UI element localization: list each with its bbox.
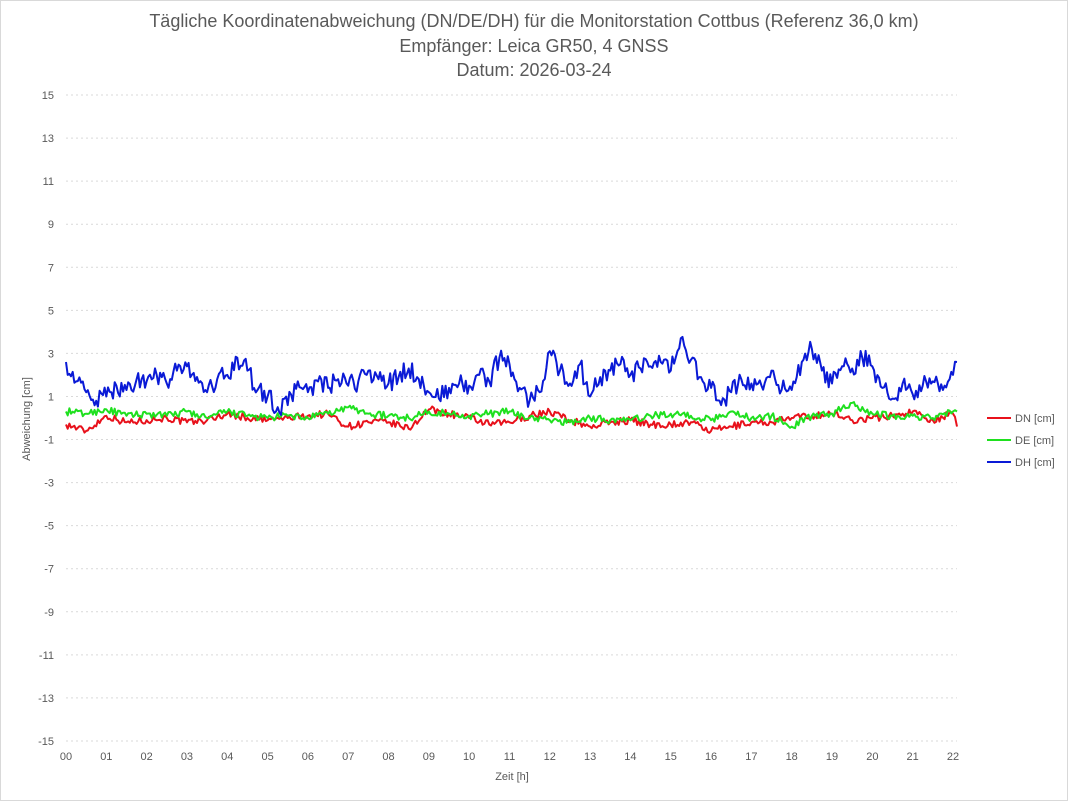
y-tick-layer: 15 13 11 9 7 5 3 1 -1 -3 -5 -7 -9 -11 -13 -15 [38,90,54,748]
x-tick-label: 20 [866,751,878,763]
y-tick-label: 9 [48,219,54,231]
y-tick-label: -11 [39,650,54,662]
y-tick-label: -5 [44,521,54,533]
x-axis-label: Zeit [h] [495,771,529,783]
series-layer [65,335,958,434]
series-line-dn [65,405,958,434]
x-tick-label: 04 [221,751,233,763]
x-tick-label: 21 [907,751,919,763]
y-tick-label: 13 [42,133,54,145]
legend-item-dn[interactable]: DN [cm] [987,413,1055,425]
y-tick-label: -9 [44,607,54,619]
y-tick-label: -3 [44,478,54,490]
y-tick-label: 5 [48,305,54,317]
x-tick-label: 16 [705,751,717,763]
series-line-de [65,401,958,430]
x-tick-layer: 00 01 02 03 04 05 06 07 08 09 10 11 12 13 14 15 16 17 18 19… [60,751,959,763]
x-tick-label: 19 [826,751,838,763]
chart-title-line-3: Datum: 2026-03-24 [456,60,612,80]
legend-label: DE [cm] [1015,435,1054,447]
legend[interactable]: DN [cm] DE [cm] DH [cm] [987,413,1055,469]
y-tick-label: 3 [48,348,54,360]
x-tick-label: 18 [786,751,798,763]
x-tick-label: 00 [60,751,72,763]
x-tick-label: 22 [947,751,959,763]
x-tick-label: 15 [665,751,677,763]
y-tick-label: -7 [44,564,54,576]
x-tick-label: 10 [463,751,475,763]
legend-label: DH [cm] [1015,457,1055,469]
series-line-dh [65,335,958,416]
y-tick-label: -15 [38,736,54,748]
y-tick-label: 15 [42,90,54,102]
x-tick-label: 05 [261,751,273,763]
x-tick-label: 06 [302,751,314,763]
x-tick-label: 14 [624,751,636,763]
legend-item-dh[interactable]: DH [cm] [987,457,1055,469]
x-tick-label: 02 [141,751,153,763]
legend-label: DN [cm] [1015,413,1055,425]
y-tick-label: -1 [44,435,54,447]
legend-item-de[interactable]: DE [cm] [987,435,1054,447]
chart-title-line-1: Tägliche Koordinatenabweichung (DN/DE/DH… [149,11,919,31]
x-tick-label: 11 [504,751,515,763]
x-tick-label: 09 [423,751,435,763]
x-tick-label: 17 [745,751,757,763]
x-tick-label: 01 [100,751,112,763]
x-tick-label: 13 [584,751,596,763]
y-tick-label: 7 [48,262,54,274]
x-tick-label: 07 [342,751,354,763]
y-axis-label: Abweichung [cm] [21,377,33,461]
y-tick-label: 1 [48,391,54,403]
grid-layer [66,94,957,742]
chart-title-line-2: Empfänger: Leica GR50, 4 GNSS [399,36,669,56]
x-tick-label: 12 [544,751,556,763]
y-tick-label: -13 [38,693,54,705]
x-tick-label: 03 [181,751,193,763]
y-tick-label: 11 [43,176,54,188]
x-tick-label: 08 [382,751,394,763]
